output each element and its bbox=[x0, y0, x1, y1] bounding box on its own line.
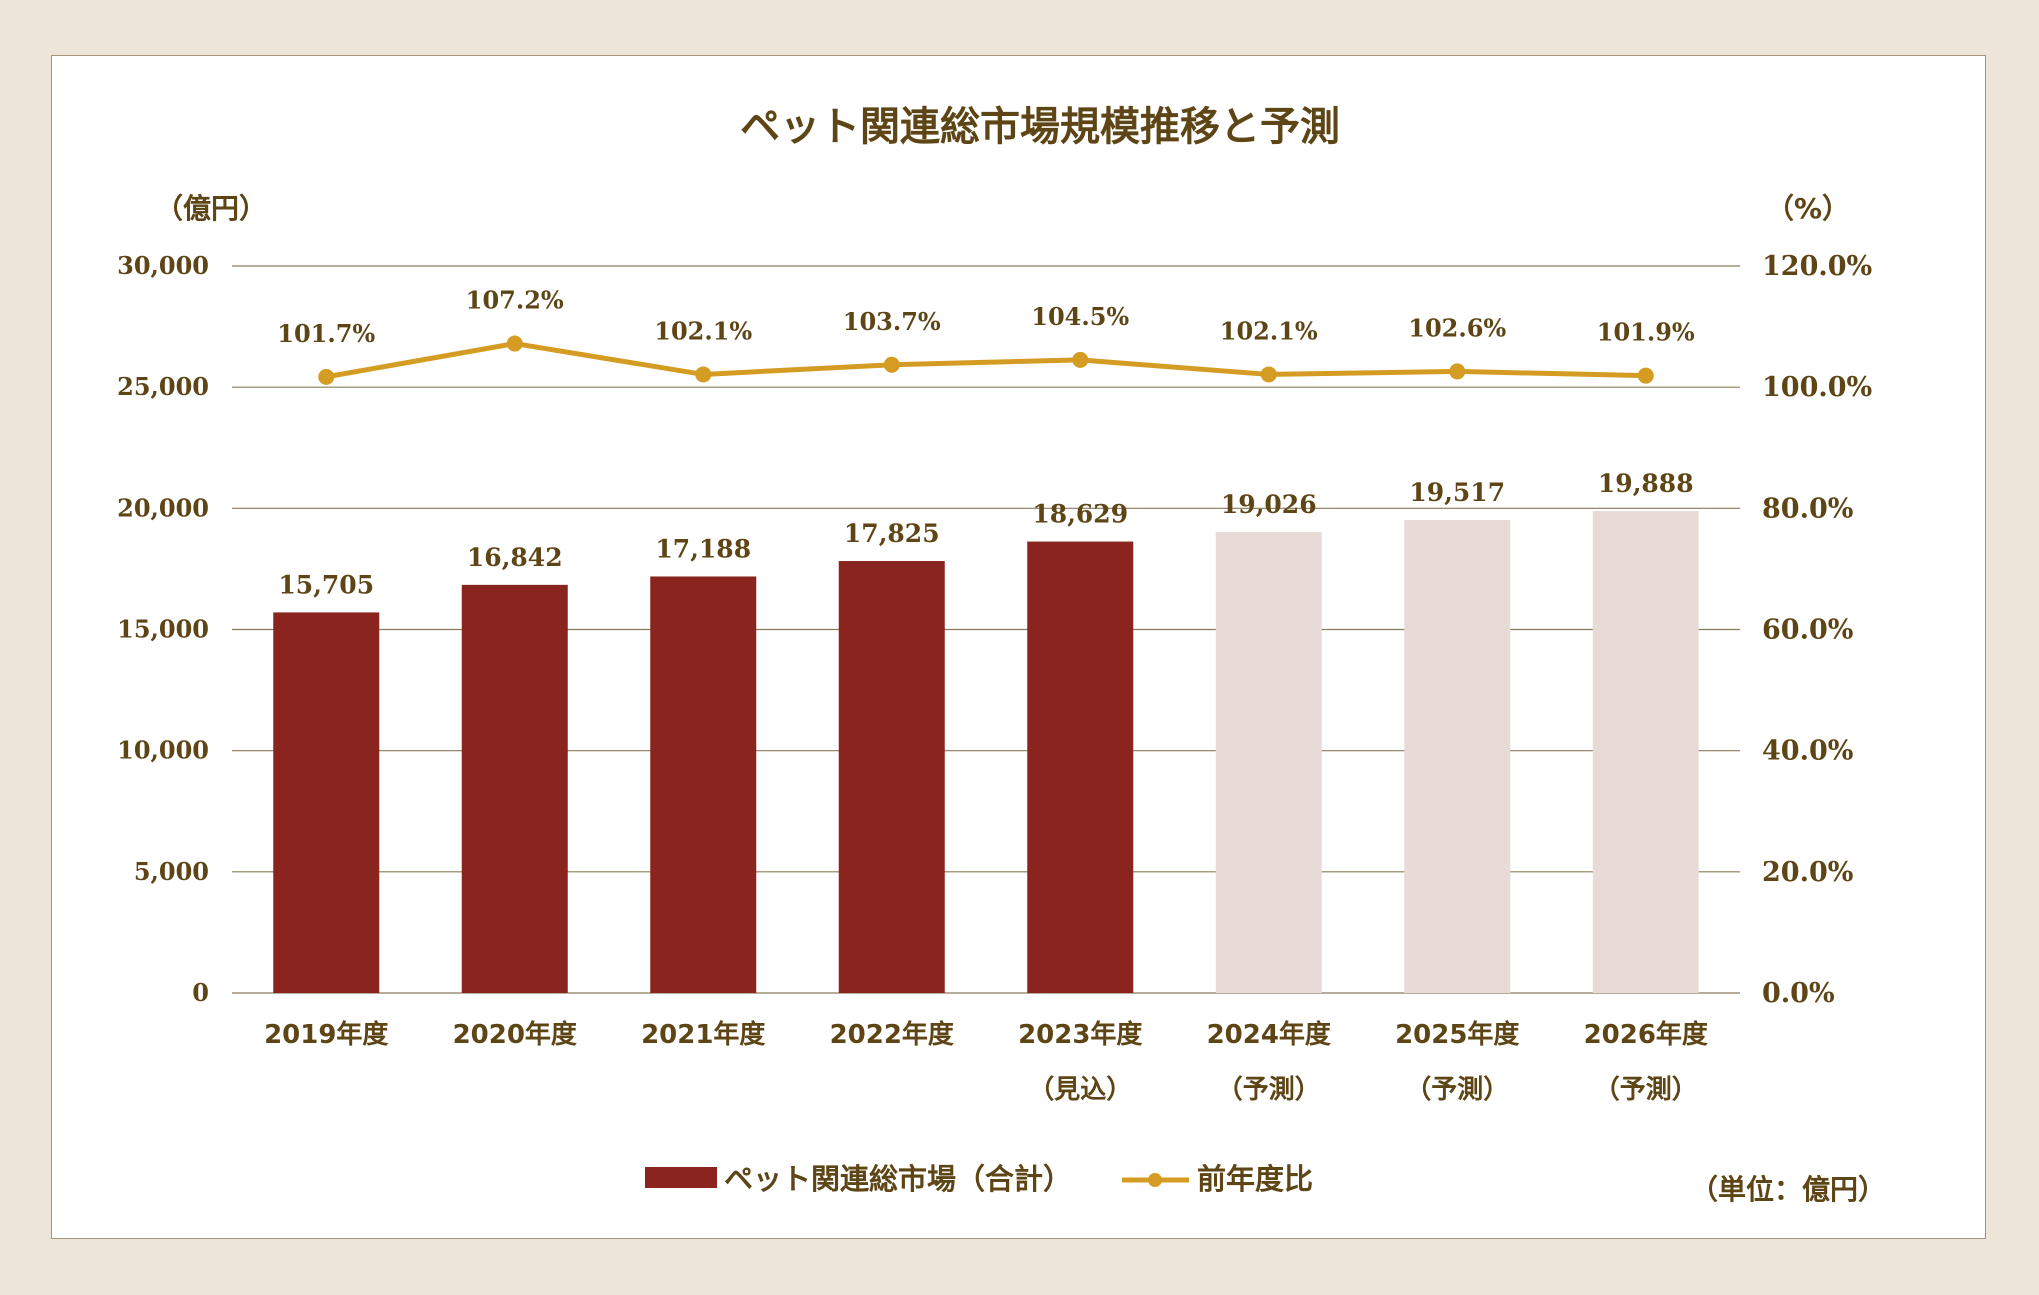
yoy-value-label: 102.6% bbox=[1408, 313, 1506, 342]
bar-value-label: 19,026 bbox=[1221, 490, 1317, 519]
x-tick-label: 2019年度 bbox=[264, 1019, 388, 1050]
yoy-point bbox=[1260, 366, 1277, 383]
y-tick-label: 10,000 bbox=[117, 736, 209, 765]
x-tick-label: 2026年度 bbox=[1584, 1019, 1708, 1050]
y-axis-label: （億円） bbox=[155, 192, 267, 225]
yoy-point bbox=[506, 335, 523, 352]
yoy-value-label: 102.1% bbox=[1220, 316, 1318, 345]
bar-value-label: 17,188 bbox=[655, 534, 751, 563]
x-tick-label: 2021年度 bbox=[641, 1019, 765, 1050]
yoy-value-label: 101.7% bbox=[277, 319, 375, 348]
x-tick-label: 2022年度 bbox=[830, 1019, 954, 1050]
chart-svg: ペット関連総市場規模推移と予測 （億円） （%） 0 5,000 10,000 15,… bbox=[117, 104, 1886, 1206]
bar-value-label: 17,825 bbox=[844, 519, 940, 548]
y2-tick-label: 20.0% bbox=[1762, 857, 1853, 888]
yoy-value-label: 107.2% bbox=[466, 286, 564, 315]
bar-value-label: 19,517 bbox=[1409, 478, 1505, 507]
bar-forecast bbox=[1592, 511, 1699, 993]
x-tick-sublabel: （見込） bbox=[1028, 1075, 1132, 1105]
bar-actual bbox=[650, 576, 757, 993]
legend-bar-swatch bbox=[645, 1167, 717, 1188]
yoy-point bbox=[1072, 351, 1089, 368]
y2-tick-label: 120.0% bbox=[1762, 251, 1872, 282]
x-tick-label: 2023年度 bbox=[1018, 1019, 1142, 1050]
y2-tick-label: 80.0% bbox=[1762, 493, 1853, 524]
x-tick-label: 2024年度 bbox=[1207, 1019, 1331, 1050]
y-tick-label: 0 bbox=[192, 978, 209, 1007]
x-tick-sublabel: （予測） bbox=[1594, 1075, 1698, 1105]
legend: ペット関連総市場（合計） 前年度比 bbox=[645, 1162, 1313, 1196]
bar-forecast bbox=[1404, 520, 1511, 993]
y2-axis-label: （%） bbox=[1766, 192, 1850, 225]
x-tick-sublabel: （予測） bbox=[1217, 1075, 1321, 1105]
yoy-point bbox=[1449, 363, 1466, 380]
y-tick-label: 5,000 bbox=[134, 857, 209, 886]
x-tick-sublabel: （予測） bbox=[1405, 1075, 1509, 1105]
bar-forecast bbox=[1215, 531, 1322, 993]
chart-title: ペット関連総市場規模推移と予測 bbox=[740, 104, 1340, 150]
chart-panel: ペット関連総市場規模推移と予測 （億円） （%） 0 5,000 10,000 15,… bbox=[51, 55, 1986, 1239]
legend-bar-label: ペット関連総市場（合計） bbox=[724, 1162, 1072, 1196]
y-tick-label: 15,000 bbox=[117, 615, 209, 644]
y2-tick-label: 40.0% bbox=[1762, 736, 1853, 767]
bar-value-label: 16,842 bbox=[467, 543, 563, 572]
legend-line-marker bbox=[1148, 1173, 1162, 1187]
yoy-value-label: 103.7% bbox=[843, 307, 941, 336]
y2-tick-label: 100.0% bbox=[1762, 372, 1872, 403]
x-tick-label: 2025年度 bbox=[1395, 1019, 1519, 1050]
yoy-line bbox=[325, 341, 1646, 380]
y-tick-label: 20,000 bbox=[117, 493, 209, 522]
unit-note: （単位：億円） bbox=[1690, 1173, 1886, 1206]
bar-value-label: 19,888 bbox=[1598, 469, 1694, 498]
y-tick-label: 25,000 bbox=[117, 372, 209, 401]
legend-line-label: 前年度比 bbox=[1197, 1162, 1313, 1196]
yoy-point bbox=[1637, 367, 1654, 384]
bar-actual bbox=[461, 584, 568, 993]
bar-value-label: 18,629 bbox=[1032, 500, 1128, 529]
bar-value-label: 15,705 bbox=[278, 570, 374, 599]
y2-tick-label: 0.0% bbox=[1762, 978, 1835, 1009]
yoy-value-label: 104.5% bbox=[1031, 302, 1129, 331]
x-tick-label: 2020年度 bbox=[453, 1019, 577, 1050]
yoy-point bbox=[318, 368, 335, 385]
bar-actual bbox=[1027, 541, 1134, 993]
yoy-value-label: 102.1% bbox=[654, 316, 752, 345]
bar-actual bbox=[273, 612, 380, 993]
yoy-value-label: 101.9% bbox=[1597, 318, 1695, 347]
yoy-point bbox=[695, 366, 712, 383]
bar-actual bbox=[838, 561, 945, 993]
y2-tick-label: 60.0% bbox=[1762, 615, 1853, 646]
y-tick-label: 30,000 bbox=[117, 251, 209, 280]
yoy-point bbox=[883, 356, 900, 373]
